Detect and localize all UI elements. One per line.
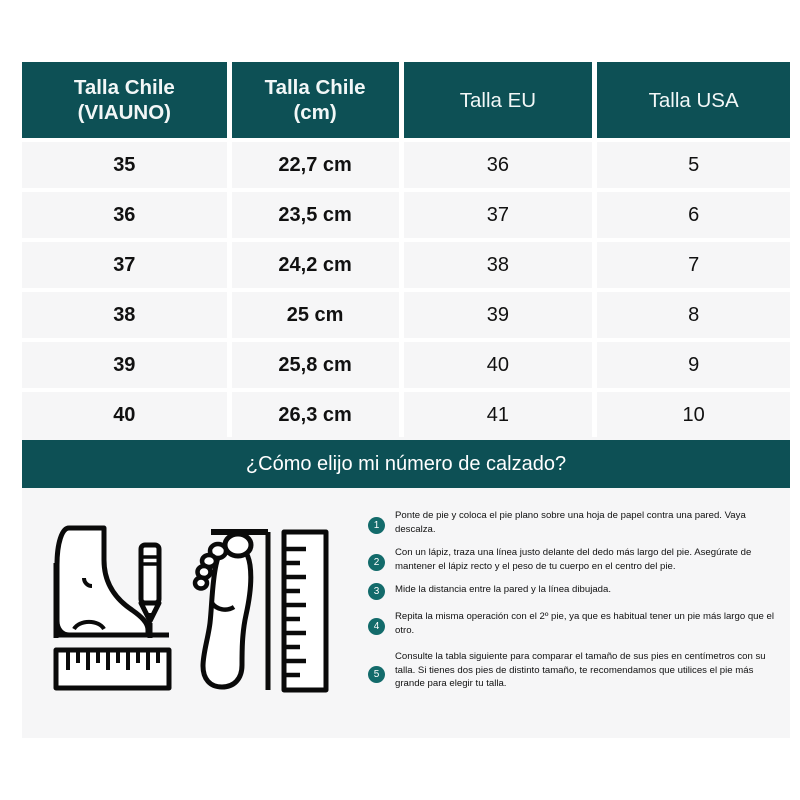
cell-chile-viauno: 36: [22, 192, 227, 238]
cell-chile-cm: 25 cm: [231, 292, 399, 338]
column-header-talla-chile-cm: Talla Chile (cm): [231, 62, 399, 138]
size-conversion-table: Talla Chile (VIAUNO) Talla Chile (cm) Ta…: [22, 62, 790, 438]
cell-chile-viauno: 37: [22, 242, 227, 288]
step-number-badge: 1: [368, 517, 385, 534]
instruction-step: 1 Ponte de pie y coloca el pie plano sob…: [368, 509, 774, 536]
cell-eu: 41: [403, 392, 593, 438]
instruction-step: 4 Repita la misma operación con el 2º pi…: [368, 610, 774, 637]
table-row: 39 25,8 cm 40 9: [22, 342, 790, 388]
toe-reference-line: [211, 529, 271, 690]
table-header-row: Talla Chile (VIAUNO) Talla Chile (cm) Ta…: [22, 62, 790, 138]
cell-chile-cm: 25,8 cm: [231, 342, 399, 388]
column-header-talla-usa: Talla USA: [597, 62, 790, 138]
cell-eu: 39: [403, 292, 593, 338]
step-text: Con un lápiz, traza una línea justo dela…: [395, 547, 752, 572]
step-number-badge: 4: [368, 618, 385, 636]
column-header-line1: Talla Chile: [73, 76, 175, 99]
column-header-talla-eu: Talla EU: [403, 62, 593, 138]
measurement-illustrations: [53, 525, 329, 693]
step-number-badge: 3: [368, 583, 385, 601]
column-header-line1: Talla Chile: [264, 76, 366, 99]
cell-chile-viauno: 38: [22, 292, 227, 338]
cell-usa: 7: [597, 242, 790, 288]
cell-chile-viauno: 39: [22, 342, 227, 388]
table-row: 37 24,2 cm 38 7: [22, 242, 790, 288]
table-row: 36 23,5 cm 37 6: [22, 192, 790, 238]
step-number-badge: 2: [368, 554, 385, 572]
cell-chile-viauno: 40: [22, 392, 227, 438]
step-text: Consulte la tabla siguiente para compara…: [395, 651, 766, 690]
cell-chile-cm: 24,2 cm: [231, 242, 399, 288]
cell-usa: 9: [597, 342, 790, 388]
guide-banner: ¿Cómo elijo mi número de calzado?: [22, 440, 790, 488]
table-row: 35 22,7 cm 36 5: [22, 142, 790, 188]
ruler-vertical-icon: [281, 529, 329, 693]
instruction-step: 2 Con un lápiz, traza una línea justo de…: [368, 546, 774, 573]
instruction-step: 3 Mide la distancia entre la pared y la …: [368, 583, 774, 601]
cell-chile-cm: 22,7 cm: [231, 142, 399, 188]
footprint-sole-view-icon: [192, 531, 254, 690]
cell-chile-cm: 23,5 cm: [231, 192, 399, 238]
foot-side-view-icon: [54, 525, 151, 638]
cell-eu: 37: [403, 192, 593, 238]
cell-usa: 10: [597, 392, 790, 438]
step-text: Mide la distancia entre la pared y la lí…: [395, 584, 611, 596]
column-header-line2: (cm): [293, 101, 337, 124]
cell-usa: 5: [597, 142, 790, 188]
cell-usa: 8: [597, 292, 790, 338]
ruler-horizontal-icon: [53, 647, 172, 691]
cell-eu: 40: [403, 342, 593, 388]
pencil-icon: [138, 542, 162, 624]
cell-usa: 6: [597, 192, 790, 238]
step-text: Repita la misma operación con el 2º pie,…: [395, 611, 774, 636]
step-text: Ponte de pie y coloca el pie plano sobre…: [395, 510, 746, 535]
column-header-talla-chile-viauno: Talla Chile (VIAUNO): [22, 62, 227, 138]
table-row: 40 26,3 cm 41 10: [22, 392, 790, 438]
step-number-badge: 5: [368, 666, 385, 684]
cell-eu: 36: [403, 142, 593, 188]
cell-eu: 38: [403, 242, 593, 288]
instruction-steps-list: 1 Ponte de pie y coloca el pie plano sob…: [368, 509, 774, 701]
cell-chile-viauno: 35: [22, 142, 227, 188]
cell-chile-cm: 26,3 cm: [231, 392, 399, 438]
column-header-line2: (VIAUNO): [77, 101, 172, 124]
guide-banner-title: ¿Cómo elijo mi número de calzado?: [245, 452, 567, 475]
table-row: 38 25 cm 39 8: [22, 292, 790, 338]
instruction-step: 5 Consulte la tabla siguiente para compa…: [368, 650, 774, 691]
